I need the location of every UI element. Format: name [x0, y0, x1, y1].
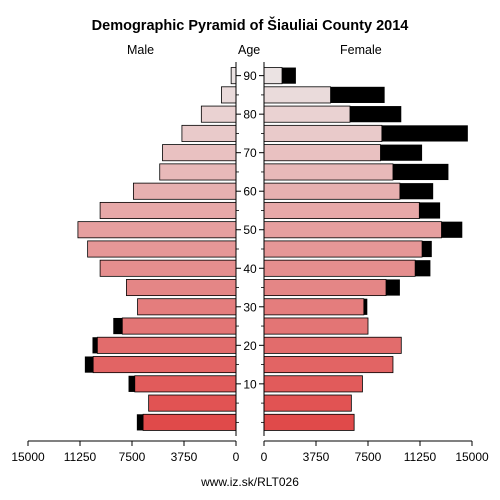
- female-bar-55-59: [263, 201, 420, 219]
- female-excess-40-44: [415, 260, 431, 277]
- female-bar-15-19: [263, 356, 394, 374]
- female-bar-40-44: [263, 259, 416, 277]
- female-excess-75-79: [381, 125, 468, 142]
- male-bar-55-59: [99, 201, 237, 219]
- female-x-tick-label: 0: [261, 450, 268, 464]
- male-label: Male: [127, 43, 155, 57]
- female-excess-90+: [282, 67, 296, 84]
- age-tick-label: 20: [243, 339, 257, 353]
- female-excess-55-59: [419, 202, 441, 219]
- female-excess-35-39: [386, 279, 400, 296]
- male-bar-50-54: [77, 221, 237, 239]
- female-bar-80-84: [263, 105, 351, 123]
- female-excess-30-34: [363, 298, 368, 315]
- male-bar-30-34: [137, 298, 237, 316]
- female-bar-0-4: [263, 413, 355, 431]
- male-bar-45-49: [87, 240, 237, 258]
- female-bar-35-39: [263, 279, 387, 297]
- male-bar-80-84: [200, 105, 237, 123]
- axes: 10 20 30 40 50 60 70 80 90 15000 11250 7500 3750 0 0 37…: [11, 62, 489, 464]
- female-bar-25-29: [263, 317, 369, 335]
- male-bar-60-64: [132, 182, 237, 200]
- female-bar-85-89: [263, 86, 331, 104]
- age-tick-label: 40: [243, 262, 257, 276]
- male-excess-20-24: [92, 337, 98, 354]
- age-tick-label: 70: [243, 146, 257, 160]
- male-bar-0-4: [142, 413, 237, 431]
- female-excess-80-84: [349, 106, 402, 123]
- female-bar-20-24: [263, 336, 402, 354]
- female-bar-5-9: [263, 394, 352, 412]
- age-tick-label: 90: [243, 69, 257, 83]
- male-x-tick-label: 11250: [64, 450, 97, 464]
- female-excess-65-69: [392, 163, 449, 181]
- female-bar-70-74: [263, 144, 381, 162]
- male-x-tick-label: 7500: [119, 450, 146, 464]
- female-x-tick-label: 11250: [404, 450, 437, 464]
- female-excess-45-49: [422, 240, 432, 258]
- male-x-tick-label: 0: [233, 450, 240, 464]
- age-tick-label: 50: [243, 223, 257, 237]
- male-excess-15-19: [84, 356, 94, 373]
- female-bar-65-69: [263, 163, 394, 181]
- chart-title: Demographic Pyramid of Šiauliai County 2…: [91, 18, 409, 34]
- male-bars: [77, 67, 237, 431]
- female-x-tick-label: 7500: [355, 450, 382, 464]
- female-excess-50-54: [441, 221, 463, 238]
- female-label: Female: [340, 43, 382, 57]
- male-bar-35-39: [126, 279, 237, 297]
- female-excess-60-64: [399, 183, 434, 200]
- male-bar-70-74: [162, 144, 237, 162]
- female-bar-10-14: [263, 375, 363, 393]
- male-excess-10-14: [128, 375, 135, 392]
- female-bars: [263, 67, 468, 431]
- female-bar-90+: [263, 67, 283, 85]
- age-tick-label: 60: [243, 185, 257, 199]
- female-x-tick-label: 15000: [455, 450, 489, 464]
- female-excess-85-89: [330, 86, 385, 103]
- female-bar-45-49: [263, 240, 423, 258]
- age-tick-label: 80: [243, 108, 257, 122]
- male-bar-90+: [230, 67, 237, 85]
- male-bar-65-69: [159, 163, 237, 181]
- age-tick-label: 30: [243, 300, 257, 314]
- female-bar-75-79: [263, 124, 383, 142]
- male-bar-85-89: [221, 86, 237, 104]
- male-bar-25-29: [121, 317, 237, 335]
- male-bar-75-79: [181, 124, 237, 142]
- source-url: www.iz.sk/RLT026: [201, 475, 299, 489]
- male-bar-15-19: [92, 356, 237, 374]
- female-bar-60-64: [263, 182, 401, 200]
- male-bar-10-14: [134, 375, 237, 393]
- age-label: Age: [238, 43, 261, 57]
- age-tick-label: 10: [243, 377, 257, 391]
- female-excess-70-74: [380, 144, 423, 161]
- male-bar-5-9: [148, 394, 237, 412]
- female-x-tick-label: 3750: [303, 450, 330, 464]
- male-bar-40-44: [99, 259, 237, 277]
- female-bar-50-54: [263, 221, 442, 239]
- male-x-tick-label: 15000: [11, 450, 45, 464]
- female-bar-30-34: [263, 298, 365, 316]
- male-excess-0-4: [136, 414, 144, 431]
- male-excess-25-29: [113, 317, 123, 335]
- male-bar-20-24: [96, 336, 237, 354]
- male-x-tick-label: 3750: [171, 450, 198, 464]
